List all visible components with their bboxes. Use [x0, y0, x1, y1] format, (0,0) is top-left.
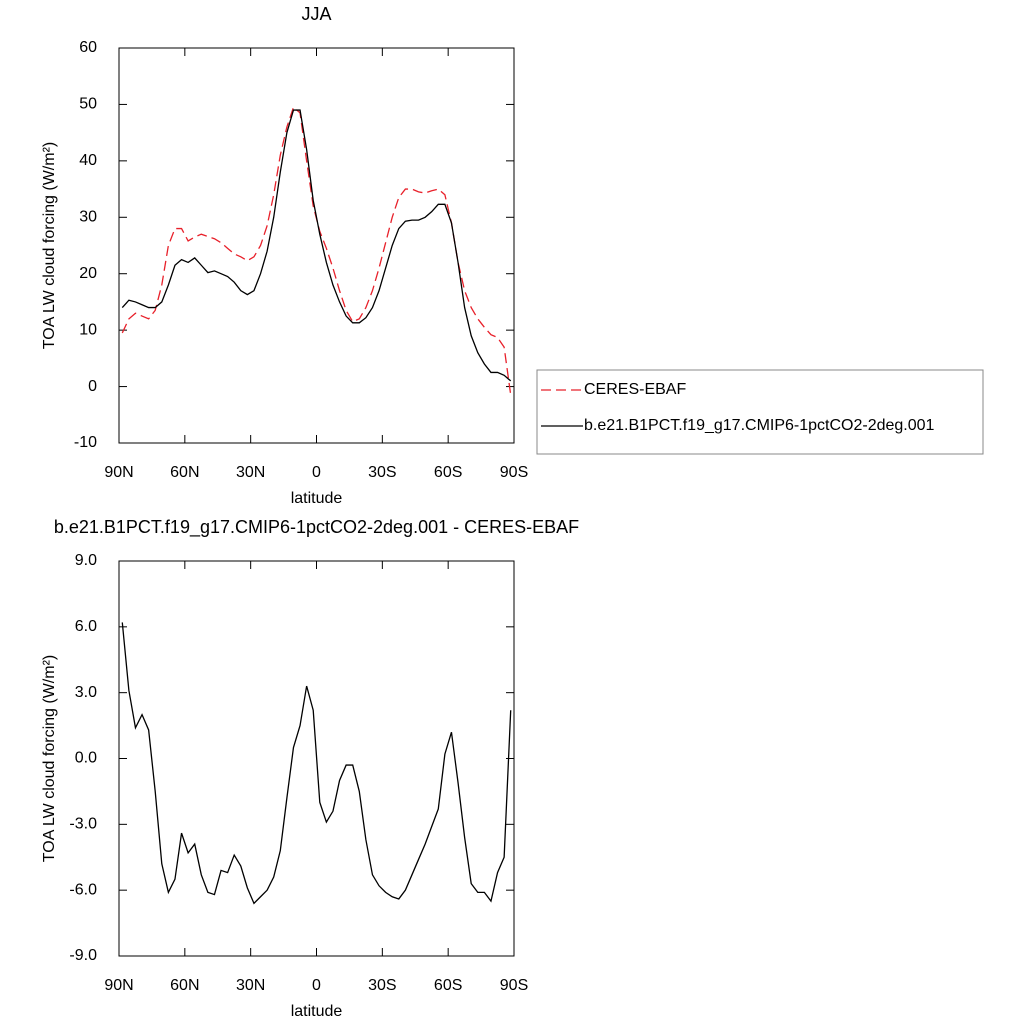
x-tick-label: 60S	[434, 977, 462, 994]
y-tick-label: 3.0	[75, 684, 97, 701]
legend-label: b.e21.B1PCT.f19_g17.CMIP6-1pctCO2-2deg.0…	[584, 417, 935, 434]
chart-title: b.e21.B1PCT.f19_g17.CMIP6-1pctCO2-2deg.0…	[54, 517, 579, 538]
x-tick-label: 30N	[236, 464, 265, 481]
x-tick-label: 90N	[104, 464, 133, 481]
x-tick-label: 0	[312, 464, 321, 481]
plot-frame	[118, 47, 515, 444]
x-tick-label: 30S	[368, 464, 396, 481]
x-axis-label: latitude	[291, 490, 343, 507]
y-tick-label: 0.0	[75, 750, 97, 767]
x-tick-label: 60N	[170, 464, 199, 481]
x-tick-label: 30N	[236, 977, 265, 994]
x-tick-label: 60N	[170, 977, 199, 994]
y-tick-label: 10	[79, 321, 97, 338]
x-axis-label: latitude	[291, 1003, 343, 1020]
plot-frame	[118, 560, 515, 957]
y-tick-label: -10	[74, 434, 97, 451]
legend-box	[536, 369, 984, 455]
y-tick-label: 6.0	[75, 618, 97, 635]
data-line	[121, 622, 512, 905]
y-tick-label: 60	[79, 39, 97, 56]
y-tick-label: -9.0	[69, 947, 97, 964]
y-tick-label: 0	[88, 378, 97, 395]
x-tick-label: 90S	[500, 977, 528, 994]
chart-title: JJA	[301, 4, 331, 24]
y-axis-label: TOA LW cloud forcing (W/m²)	[41, 655, 58, 862]
y-tick-label: -3.0	[69, 816, 97, 833]
y-tick-label: -6.0	[69, 881, 97, 898]
x-tick-label: 90S	[500, 464, 528, 481]
legend-label: CERES-EBAF	[584, 381, 686, 398]
data-line	[121, 109, 512, 382]
y-tick-label: 20	[79, 265, 97, 282]
data-line	[121, 106, 512, 396]
y-tick-label: 9.0	[75, 552, 97, 569]
x-tick-label: 90N	[104, 977, 133, 994]
y-tick-label: 40	[79, 152, 97, 169]
x-tick-label: 60S	[434, 464, 462, 481]
x-tick-label: 0	[312, 977, 321, 994]
x-tick-label: 30S	[368, 977, 396, 994]
y-tick-label: 50	[79, 96, 97, 113]
y-axis-label: TOA LW cloud forcing (W/m²)	[41, 142, 58, 349]
y-tick-label: 30	[79, 209, 97, 226]
